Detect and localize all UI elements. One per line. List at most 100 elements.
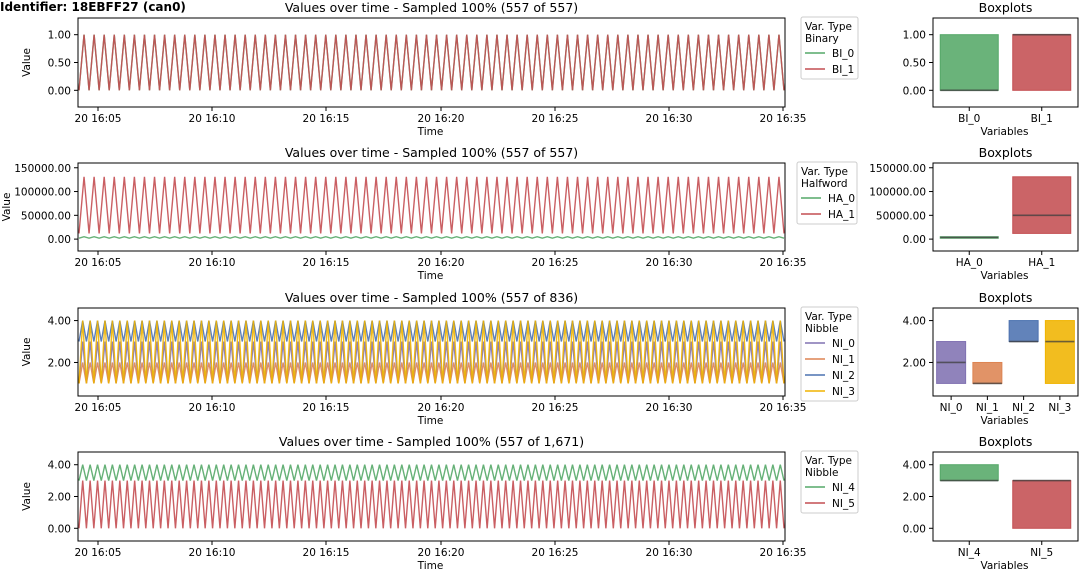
x-tick-label: 20 16:10 <box>189 402 236 414</box>
x-tick-label: 20 16:15 <box>303 402 350 414</box>
y-tick-label: 4.00 <box>48 460 71 472</box>
y-tick-label: 0.00 <box>48 234 71 246</box>
x-tick-label: 20 16:15 <box>303 113 350 125</box>
y-tick-label: 2.00 <box>903 357 926 369</box>
x-tick-label: 20 16:25 <box>532 402 579 414</box>
y-tick-label: 50000.00 <box>21 210 71 222</box>
box-BI_1 <box>1012 34 1072 91</box>
box-HA_1 <box>1012 176 1072 234</box>
y-axis-label: Value <box>21 482 33 511</box>
box-category-label: HA_0 <box>956 257 983 269</box>
y-tick-label: 0.00 <box>48 85 71 97</box>
series-line-HA_0 <box>78 236 785 239</box>
box-category-label: NI_1 <box>976 402 999 414</box>
x-tick-label: 20 16:20 <box>418 402 465 414</box>
y-tick-label: 100000.00 <box>14 187 71 199</box>
x-tick-label: 20 16:10 <box>189 257 236 269</box>
legend-box <box>800 306 859 402</box>
boxplot-title: Boxplots <box>979 290 1033 305</box>
box-category-label: NI_0 <box>940 402 963 414</box>
boxplot-title: Boxplots <box>979 145 1033 160</box>
legend-entry: NI_2 <box>832 370 855 382</box>
line-chart-title: Values over time - Sampled 100% (557 of … <box>285 290 578 305</box>
x-axis-label: Time <box>417 126 444 138</box>
identifier-title: Identifier: 18EBFF27 (can0) <box>0 0 186 14</box>
series-line-NI_5 <box>78 480 785 529</box>
legend-subtitle: Nibble <box>805 467 838 479</box>
x-tick-label: 20 16:05 <box>75 547 122 559</box>
legend-box <box>796 161 858 225</box>
line-chart-frame <box>77 307 786 397</box>
box-NI_1 <box>972 361 1003 384</box>
x-tick-label: 20 16:20 <box>418 547 465 559</box>
y-tick-label: 4.00 <box>48 316 71 328</box>
legend-title: Var. Type <box>805 455 852 467</box>
x-tick-label: 20 16:25 <box>532 113 579 125</box>
box-category-label: BI_1 <box>1031 113 1053 125</box>
x-tick-label: 20 16:35 <box>760 402 807 414</box>
box-category-label: NI_5 <box>1030 547 1053 559</box>
x-axis-label: Variables <box>981 415 1029 427</box>
x-tick-label: 20 16:20 <box>418 257 465 269</box>
legend-title: Var. Type <box>801 166 848 178</box>
series-line-HA_1 <box>78 176 785 234</box>
y-tick-label: 2.00 <box>903 492 926 504</box>
y-tick-label: 150000.00 <box>14 163 71 175</box>
legend-entry: NI_3 <box>832 386 855 398</box>
y-tick-label: 1.00 <box>903 30 926 42</box>
x-tick-label: 20 16:30 <box>646 257 693 269</box>
legend-entry: BI_0 <box>832 48 854 60</box>
legend-entry: BI_1 <box>832 64 854 76</box>
box-NI_3 <box>1044 320 1075 384</box>
legend-box <box>800 450 859 514</box>
boxplot-title: Boxplots <box>979 0 1033 15</box>
box-NI_4 <box>939 464 999 482</box>
legend-box <box>800 16 859 80</box>
boxplot-frame <box>932 162 1079 252</box>
x-tick-label: 20 16:15 <box>303 547 350 559</box>
x-tick-label: 20 16:05 <box>75 402 122 414</box>
legend-entry: NI_1 <box>832 354 855 366</box>
x-tick-label: 20 16:35 <box>760 113 807 125</box>
boxplot-frame <box>932 307 1079 397</box>
series-line-NI_4 <box>78 464 785 481</box>
x-tick-label: 20 16:20 <box>418 113 465 125</box>
legend-subtitle: Halfword <box>801 178 848 190</box>
legend-subtitle: Nibble <box>805 323 838 335</box>
y-tick-label: 2.00 <box>48 492 71 504</box>
x-axis-label: Variables <box>981 126 1029 138</box>
x-tick-label: 20 16:35 <box>760 257 807 269</box>
box-NI_5 <box>1012 480 1072 529</box>
legend-subtitle: Binary <box>805 33 839 45</box>
y-tick-label: 0.50 <box>48 58 71 70</box>
y-axis-label: Value <box>21 338 33 367</box>
x-tick-label: 20 16:30 <box>646 113 693 125</box>
x-axis-label: Time <box>417 560 444 572</box>
box-category-label: NI_4 <box>958 547 981 559</box>
line-chart-title: Values over time - Sampled 100% (557 of … <box>279 434 584 449</box>
y-tick-label: 50000.00 <box>876 210 926 222</box>
legend-title: Var. Type <box>805 21 852 33</box>
box-category-label: NI_2 <box>1012 402 1035 414</box>
legend-title: Var. Type <box>805 311 852 323</box>
x-axis-label: Time <box>417 415 444 427</box>
y-axis-label: Value <box>1 193 13 222</box>
y-tick-label: 4.00 <box>903 460 926 472</box>
line-chart-title: Values over time - Sampled 100% (557 of … <box>285 145 578 160</box>
x-tick-label: 20 16:10 <box>189 547 236 559</box>
x-axis-label: Variables <box>981 560 1029 572</box>
series-line-BI_1 <box>78 34 785 91</box>
y-tick-label: 1.00 <box>48 30 71 42</box>
x-axis-label: Variables <box>981 270 1029 282</box>
box-category-label: BI_0 <box>958 113 980 125</box>
series-line-BI_0 <box>78 34 785 91</box>
y-tick-label: 0.00 <box>48 523 71 535</box>
legend-entry: NI_5 <box>832 498 855 510</box>
legend-entry: HA_1 <box>828 209 855 221</box>
legend-entry: NI_0 <box>832 338 855 350</box>
series-line-NI_1 <box>78 362 785 384</box>
x-tick-label: 20 16:05 <box>75 257 122 269</box>
line-chart-frame <box>77 162 786 252</box>
x-tick-label: 20 16:05 <box>75 113 122 125</box>
